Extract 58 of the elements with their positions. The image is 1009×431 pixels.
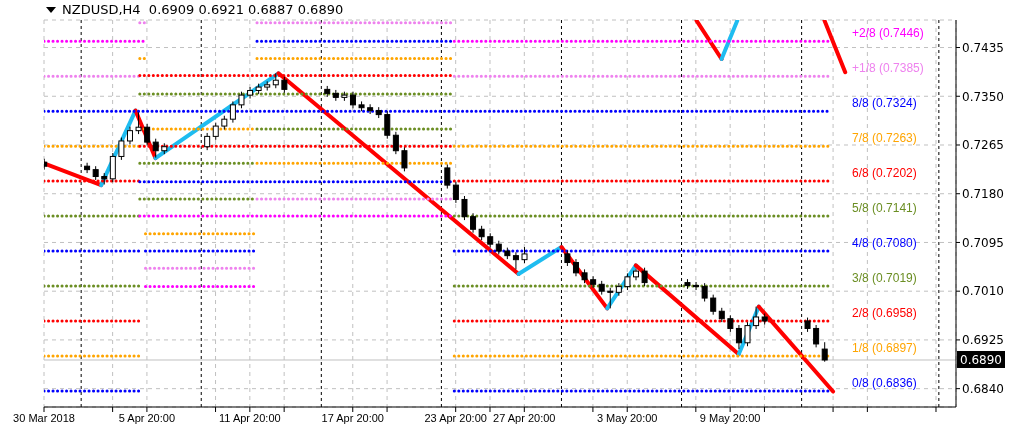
text: +1/8 (0.7385) — [852, 61, 924, 76]
x-tick-label: 3 May 20:00 — [596, 411, 658, 424]
text: 5/8 (0.7141) — [852, 201, 917, 216]
x-tick-label: 9 May 20:00 — [699, 411, 761, 424]
x-tick-label: 27 Apr 20:00 — [493, 411, 556, 424]
text: 1/8 (0.6897) — [852, 340, 917, 355]
candlestick — [461, 195, 468, 221]
candlestick — [821, 341, 828, 363]
x-tick-label: 30 Mar 2018 — [13, 411, 75, 424]
candlestick — [135, 111, 142, 135]
y-tick-label: 0.7350 — [962, 89, 1004, 104]
text: 2/8 (0.6958) — [852, 306, 917, 320]
candlestick — [615, 282, 622, 297]
text: 6/8 (0.7202) — [852, 166, 917, 181]
x-tick-label: 17 Apr 20:00 — [321, 411, 384, 424]
y-tick-label: 0.6840 — [962, 381, 1004, 396]
y-tick-label: 0.7435 — [962, 40, 1004, 55]
text: 7/8 (0.7263) — [852, 131, 917, 146]
y-tick-label: 0.7265 — [962, 138, 1004, 153]
candlestick — [590, 275, 597, 289]
y-tick-label: 0.7010 — [962, 284, 1004, 299]
candlestick — [753, 306, 760, 330]
chart-title: NZDUSD,H4 0.6909 0.6921 0.6887 0.6890 — [62, 2, 344, 17]
candlestick — [813, 324, 820, 348]
candlestick — [470, 212, 477, 234]
candlestick — [444, 163, 451, 190]
candlestick — [701, 282, 708, 303]
candlestick — [607, 287, 614, 309]
candlestick — [229, 100, 236, 124]
candlestick — [152, 138, 159, 159]
candlestick — [693, 281, 700, 291]
candlestick — [384, 110, 391, 140]
text: +2/8 (0.7446) — [852, 26, 924, 41]
text: 8/8 (0.7324) — [852, 96, 917, 111]
candlestick — [641, 267, 648, 287]
candlestick — [118, 137, 125, 161]
x-tick-label: 11 Apr 20:00 — [219, 411, 281, 424]
ref-line-label: 0.6890 — [960, 352, 1002, 367]
candlestick — [84, 162, 91, 174]
text: 4/8 (0.7080) — [852, 236, 917, 251]
candlestick — [710, 294, 717, 316]
candlestick — [744, 321, 751, 347]
text: 3/8 (0.7019) — [852, 271, 917, 286]
candlestick — [144, 123, 151, 147]
candlestick — [401, 146, 408, 172]
x-tick-label: 5 Apr 20:00 — [118, 411, 176, 424]
y-tick-label: 0.6925 — [962, 333, 1004, 348]
y-tick-label: 0.7095 — [962, 235, 1004, 250]
candlestick — [247, 86, 254, 100]
candlestick — [512, 251, 519, 270]
x-tick-label: 23 Apr 20:00 — [424, 411, 487, 424]
text: 0/8 (0.6836) — [852, 375, 917, 390]
candlestick — [392, 131, 399, 155]
candlestick — [452, 181, 459, 204]
candlestick — [735, 324, 742, 350]
candlestick — [109, 152, 116, 183]
candlestick — [367, 103, 374, 115]
y-tick-label: 0.7180 — [962, 186, 1004, 201]
